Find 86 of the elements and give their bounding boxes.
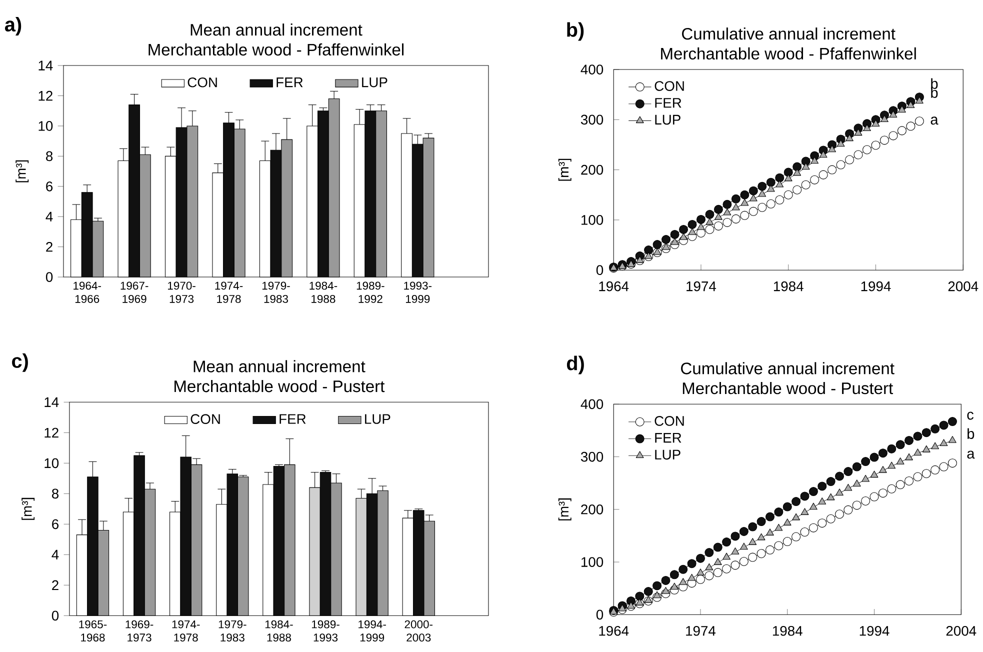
legend-label: LUP — [365, 414, 390, 424]
chart-subtitle: Merchantable wood - Pfaffenwinkel — [661, 47, 916, 60]
x-tick-label: 1984 — [772, 626, 802, 636]
y-axis-title: [m³] — [558, 498, 572, 520]
legend-label: LUP — [655, 450, 680, 460]
annotation: b — [931, 87, 938, 98]
legend-label: FER — [276, 77, 303, 87]
y-tick-label: 4 — [46, 212, 53, 222]
annotation: a — [930, 116, 938, 124]
chart-title: Cumulative annual increment — [682, 27, 896, 40]
y-tick-label: 6 — [46, 181, 53, 192]
x-tick-label: 1994 — [861, 281, 891, 292]
x-tick-label: 2004 — [946, 626, 976, 636]
y-tick-label: 0 — [46, 272, 53, 282]
y-tick-label: 8 — [46, 151, 53, 161]
legend-label: CON — [188, 77, 217, 88]
text: b) — [567, 22, 584, 41]
x-tick-label: 1984-1988 — [265, 620, 293, 642]
x-tick-label: 2000-2003 — [404, 620, 433, 642]
x-tick-label: 1967-1969 — [120, 282, 148, 303]
y-tick-label: 12 — [44, 428, 58, 438]
y-tick-label: 100 — [581, 214, 604, 225]
text: d) — [566, 356, 584, 374]
chart-title: Cumulative annual increment — [681, 362, 894, 374]
text: b — [968, 428, 974, 439]
text: c — [967, 412, 974, 420]
x-tick-label: 1979-1983 — [262, 282, 290, 303]
x-tick-label: 1969-1973 — [126, 620, 154, 642]
legend-label: CON — [654, 416, 684, 426]
x-tick-label: 1974 — [686, 626, 716, 636]
legend-label: FER — [655, 98, 682, 108]
y-tick-label: 8 — [52, 488, 59, 498]
x-tick-label: 1979-1983 — [218, 620, 246, 642]
legend-label: CON — [190, 414, 220, 424]
y-tick-label: 300 — [580, 114, 604, 124]
x-tick-label: 1970-1973 — [168, 282, 196, 303]
x-tick-label: 1989-1992 — [356, 282, 384, 303]
y-tick-label: 14 — [38, 60, 53, 70]
legend-label: CON — [654, 80, 684, 91]
y-tick-label: 0 — [596, 264, 604, 275]
x-tick-label: 1984-1988 — [310, 282, 338, 303]
x-tick-label: 1964 — [599, 281, 629, 292]
chart-title: Mean annual increment — [190, 23, 362, 36]
annotation: b — [931, 78, 938, 89]
x-tick-label: 1989-1993 — [312, 620, 340, 642]
text: a — [967, 450, 975, 458]
chart-subtitle: Merchantable wood - Pustert — [682, 382, 894, 394]
y-tick-label: 2 — [46, 242, 52, 252]
y-tick-label: 10 — [44, 458, 59, 468]
chart-subtitle: Merchantable wood - Pustert — [174, 380, 385, 392]
y-tick-label: 200 — [581, 164, 604, 175]
x-tick-label: 1993-1999 — [404, 282, 432, 303]
y-tick-label: 4 — [52, 550, 59, 560]
x-tick-label: 1974-1978 — [172, 620, 200, 642]
y-axis-title: [m³] — [16, 160, 29, 182]
y-tick-label: 14 — [44, 397, 59, 407]
legend-label: FER — [655, 432, 682, 442]
chart-subtitle: Merchantable wood - Pfaffenwinkel — [148, 43, 404, 56]
y-tick-label: 100 — [581, 556, 604, 567]
text: a) — [4, 16, 22, 36]
y-tick-label: 400 — [580, 64, 604, 74]
legend-label: FER — [280, 414, 306, 424]
y-tick-label: 2 — [52, 580, 58, 590]
x-tick-label: 1965-1968 — [79, 620, 107, 642]
y-tick-label: 0 — [596, 610, 604, 620]
legend-label: LUP — [362, 77, 388, 88]
x-tick-label: 1984 — [774, 281, 804, 292]
x-tick-label: 1964-1966 — [74, 282, 101, 303]
y-tick-label: 300 — [580, 452, 604, 462]
y-tick-label: 12 — [38, 90, 52, 100]
chart-title: Mean annual increment — [194, 360, 366, 372]
y-tick-label: 6 — [52, 519, 59, 529]
y-tick-label: 400 — [580, 399, 604, 409]
text: c) — [12, 353, 28, 372]
x-tick-label: 1994-1999 — [358, 620, 386, 642]
y-tick-label: 10 — [38, 120, 53, 131]
x-tick-label: 1974-1978 — [215, 282, 243, 303]
y-axis-title: [m³] — [22, 498, 35, 520]
x-tick-label: 1974 — [686, 281, 716, 292]
x-tick-label: 1994 — [860, 626, 890, 636]
y-tick-label: 200 — [581, 504, 604, 514]
legend-label: LUP — [655, 114, 680, 124]
x-tick-label: 1964 — [599, 626, 629, 636]
x-tick-label: 2004 — [948, 281, 978, 292]
y-tick-label: 0 — [52, 610, 59, 620]
y-axis-title: [m³] — [558, 158, 572, 181]
